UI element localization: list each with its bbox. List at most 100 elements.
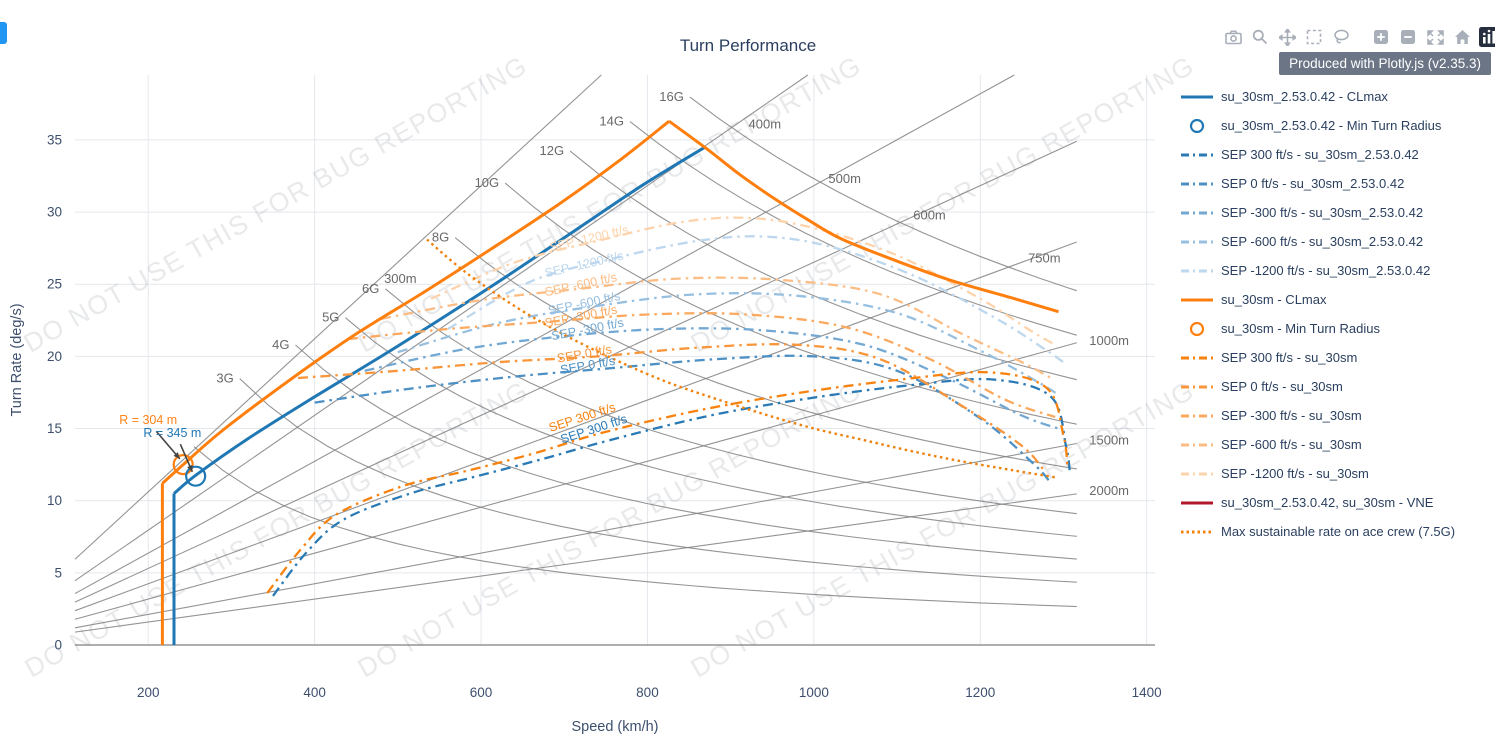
home-icon[interactable] — [1451, 27, 1473, 47]
y-axis-title: Turn Rate (deg/s) — [9, 303, 25, 416]
legend-label: su_30sm - Min Turn Radius — [1221, 321, 1380, 336]
svg-text:20: 20 — [47, 349, 62, 364]
legend-sample-line — [1181, 298, 1213, 301]
legend-sample-circle — [1189, 118, 1205, 133]
legend-sample-line — [1181, 501, 1213, 504]
svg-text:6G: 6G — [362, 281, 379, 296]
chart-title: Turn Performance — [680, 36, 816, 55]
min-turn-radius-marker — [172, 454, 194, 476]
svg-text:750m: 750m — [1028, 251, 1061, 266]
legend-label: su_30sm_2.53.0.42 - Min Turn Radius — [1221, 118, 1442, 133]
svg-text:R = 304 m: R = 304 m — [119, 413, 177, 427]
series-su-30sm-clmax — [160, 119, 1059, 645]
svg-text:DO NOT USE THIS FOR BUG REPORT: DO NOT USE THIS FOR BUG REPORTING — [686, 375, 1200, 684]
svg-text:800: 800 — [636, 685, 659, 700]
svg-text:600m: 600m — [913, 207, 946, 222]
legend-sample-line — [1181, 385, 1213, 388]
svg-text:1000: 1000 — [799, 685, 829, 700]
svg-text:2000m: 2000m — [1089, 483, 1129, 498]
svg-text:400: 400 — [303, 685, 326, 700]
svg-text:14G: 14G — [599, 114, 624, 129]
svg-text:12G: 12G — [539, 143, 564, 158]
legend-label: SEP -300 ft/s - su_30sm_2.53.0.42 — [1221, 205, 1424, 220]
legend-sample-line — [1181, 443, 1213, 446]
legend-item-14[interactable]: su_30sm_2.53.0.42, su_30sm - VNE — [1180, 488, 1495, 517]
svg-text:5: 5 — [54, 565, 62, 580]
legend-item-6[interactable]: SEP -1200 ft/s - su_30sm_2.53.0.42 — [1180, 256, 1495, 285]
zoom-icon[interactable] — [1249, 27, 1271, 47]
svg-text:30: 30 — [47, 205, 62, 220]
series-sep-300-ft-s-su-30sm — [266, 370, 1069, 594]
legend-item-2[interactable]: SEP 300 ft/s - su_30sm_2.53.0.42 — [1180, 140, 1495, 169]
zoom-out-icon[interactable] — [1397, 27, 1419, 47]
legend-item-15[interactable]: Max sustainable rate on ace crew (7.5G) — [1180, 517, 1495, 546]
box-select-icon[interactable] — [1303, 27, 1325, 47]
svg-text:DO NOT USE THIS FOR BUG REPORT: DO NOT USE THIS FOR BUG REPORTING — [686, 50, 1200, 359]
series-sep-300-ft-s-su-30sm — [347, 312, 1056, 419]
svg-text:4G: 4G — [272, 337, 289, 352]
svg-text:8G: 8G — [432, 230, 449, 245]
legend-sample-line — [1181, 211, 1213, 214]
svg-text:DO NOT USE THIS FOR BUG REPORT: DO NOT USE THIS FOR BUG REPORTING — [19, 50, 533, 359]
plotly-logo-icon[interactable] — [1478, 27, 1495, 47]
min-turn-radius-marker — [185, 465, 207, 487]
legend-item-9[interactable]: SEP 300 ft/s - su_30sm — [1180, 343, 1495, 372]
legend-label: su_30sm_2.53.0.42 - CLmax — [1221, 89, 1388, 104]
series-sep-600-ft-s-su-30sm-2-53-0-42 — [397, 292, 1060, 397]
legend-sample-line — [1181, 414, 1213, 417]
legend: su_30sm_2.53.0.42 - CLmax su_30sm_2.53.0.… — [1180, 82, 1495, 546]
legend-label: SEP 0 ft/s - su_30sm_2.53.0.42 — [1221, 176, 1405, 191]
svg-text:400m: 400m — [749, 116, 782, 131]
data-curves — [160, 119, 1072, 645]
svg-text:R = 345 m: R = 345 m — [143, 426, 201, 440]
legend-sample-circle — [1189, 321, 1205, 336]
svg-text:1400: 1400 — [1132, 685, 1162, 700]
series-sep-1200-ft-s-su-30sm-2-53-0-42 — [447, 235, 1065, 364]
annotations: R = 304 mR = 345 m — [119, 413, 201, 473]
legend-sample-line — [1181, 240, 1213, 243]
legend-sample-line — [1181, 356, 1213, 359]
plotly-modebar — [1222, 27, 1495, 47]
series-sep-300-ft-s-su-30sm-2-53-0-42 — [364, 327, 1064, 432]
legend-item-1[interactable]: su_30sm_2.53.0.42 - Min Turn Radius — [1180, 111, 1495, 140]
zoom-in-icon[interactable] — [1370, 27, 1392, 47]
legend-item-12[interactable]: SEP -600 ft/s - su_30sm — [1180, 430, 1495, 459]
legend-item-10[interactable]: SEP 0 ft/s - su_30sm — [1180, 372, 1495, 401]
series-sep-300-ft-s-su-30sm-2-53-0-42 — [272, 377, 1072, 597]
pan-icon[interactable] — [1276, 27, 1298, 47]
legend-item-3[interactable]: SEP 0 ft/s - su_30sm_2.53.0.42 — [1180, 169, 1495, 198]
series-max-sustainable-rate-on-ace-crew-7-5g- — [426, 238, 1057, 479]
legend-item-13[interactable]: SEP -1200 ft/s - su_30sm — [1180, 459, 1495, 488]
legend-item-4[interactable]: SEP -300 ft/s - su_30sm_2.53.0.42 — [1180, 198, 1495, 227]
series-sep-0-ft-s-su-30sm-2-53-0-42 — [314, 354, 1052, 485]
plotly-version-tooltip: Produced with Plotly.js (v2.35.3) — [1279, 52, 1491, 75]
legend-item-5[interactable]: SEP -600 ft/s - su_30sm_2.53.0.42 — [1180, 227, 1495, 256]
lasso-icon[interactable] — [1330, 27, 1352, 47]
legend-item-8[interactable]: su_30sm - Min Turn Radius — [1180, 314, 1495, 343]
legend-label: SEP 0 ft/s - su_30sm — [1221, 379, 1343, 394]
camera-icon[interactable] — [1222, 27, 1244, 47]
reference-lines: 3G 4G 5G 6G 8G 10G 12G 14G 16G 300m 400m 500m 600m 75… — [74, 74, 1129, 633]
legend-item-7[interactable]: su_30sm - CLmax — [1180, 285, 1495, 314]
svg-text:200: 200 — [137, 685, 160, 700]
legend-label: su_30sm - CLmax — [1221, 292, 1327, 307]
legend-item-0[interactable]: su_30sm_2.53.0.42 - CLmax — [1180, 82, 1495, 111]
legend-sample-line — [1181, 472, 1213, 475]
svg-text:600: 600 — [470, 685, 493, 700]
svg-text:10G: 10G — [475, 175, 500, 190]
legend-sample-line — [1181, 153, 1213, 156]
legend-label: SEP -1200 ft/s - su_30sm_2.53.0.42 — [1221, 263, 1431, 278]
svg-text:1000m: 1000m — [1089, 333, 1129, 348]
autoscale-icon[interactable] — [1424, 27, 1446, 47]
corner-blue-tab — [0, 22, 7, 44]
svg-text:1200: 1200 — [965, 685, 995, 700]
svg-text:35: 35 — [47, 132, 62, 147]
legend-sample-line — [1181, 269, 1213, 272]
legend-item-11[interactable]: SEP -300 ft/s - su_30sm — [1180, 401, 1495, 430]
svg-text:15: 15 — [47, 421, 62, 436]
legend-label: SEP -1200 ft/s - su_30sm — [1221, 466, 1369, 481]
svg-text:0: 0 — [54, 638, 62, 653]
legend-label: SEP -600 ft/s - su_30sm_2.53.0.42 — [1221, 234, 1424, 249]
